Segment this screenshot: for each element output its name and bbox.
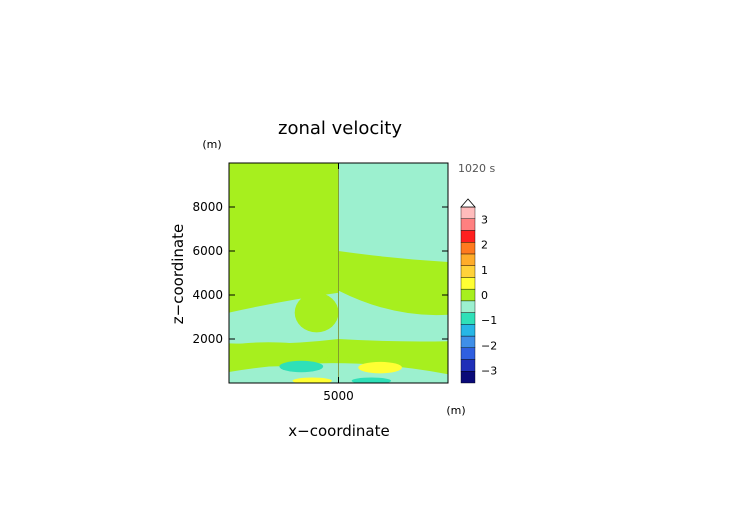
colorbar-bin-5 [460, 312, 476, 325]
colorbar-label-6: 3 [481, 214, 488, 227]
field-blob-4 [358, 361, 403, 374]
colorbar-bin-6 [460, 300, 476, 313]
colorbar-label-4: 1 [481, 264, 488, 277]
plot-field [229, 163, 448, 383]
colorbar-bin-13 [460, 218, 476, 231]
field-blob-3 [279, 360, 324, 373]
x-tick-label-0: 5000 [323, 389, 354, 403]
colorbar-bin-8 [460, 277, 476, 290]
colorbar: −3 −2 −1 0 1 2 3 [460, 198, 497, 384]
time-label: 1020 s [458, 162, 495, 175]
colorbar-bin-12 [460, 230, 476, 243]
field-blob-1 [229, 342, 330, 367]
field-blob-2 [347, 342, 448, 367]
y-tick-label-3: 8000 [192, 200, 223, 214]
colorbar-label-1: −2 [481, 339, 497, 352]
colorbar-bin-14 [460, 206, 476, 219]
y-axis-label: z−coordinate [169, 224, 187, 324]
x-axis-label: x−coordinate [288, 422, 389, 440]
plot-axes: 2000 4000 6000 8000 5000 [192, 162, 449, 403]
colorbar-label-0: −3 [481, 364, 497, 377]
colorbar-label-2: −1 [481, 314, 497, 327]
colorbar-bin-10 [460, 253, 476, 266]
colorbar-bin-0 [460, 371, 476, 384]
y-tick-label-0: 2000 [192, 332, 223, 346]
field-band-2 [338, 163, 448, 262]
field-band-4 [338, 290, 448, 342]
colorbar-label-5: 2 [481, 239, 488, 252]
y-tick-label-2: 6000 [192, 244, 223, 258]
y-unit-label: (m) [202, 138, 221, 151]
chart-title: zonal velocity [278, 118, 402, 139]
colorbar-bin-1 [460, 359, 476, 372]
colorbar-bin-9 [460, 265, 476, 278]
field-blob-5 [292, 377, 332, 383]
y-tick-label-1: 4000 [192, 288, 223, 302]
colorbar-bin-3 [460, 335, 476, 349]
field-blob-6 [351, 377, 392, 383]
colorbar-extend-arrow [460, 198, 476, 208]
colorbar-bin-2 [460, 347, 476, 360]
colorbar-bin-7 [460, 288, 476, 302]
field-band-1 [229, 163, 339, 276]
x-unit-label: (m) [446, 404, 465, 417]
colorbar-label-3: 0 [481, 289, 488, 302]
colorbar-bin-4 [460, 324, 476, 337]
colorbar-bin-11 [460, 241, 476, 255]
field-blob-0 [294, 292, 339, 333]
